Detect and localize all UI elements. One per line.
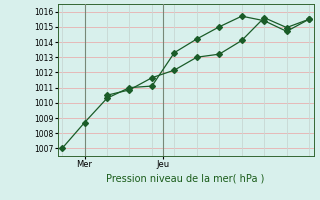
X-axis label: Pression niveau de la mer( hPa ): Pression niveau de la mer( hPa ) xyxy=(107,173,265,183)
